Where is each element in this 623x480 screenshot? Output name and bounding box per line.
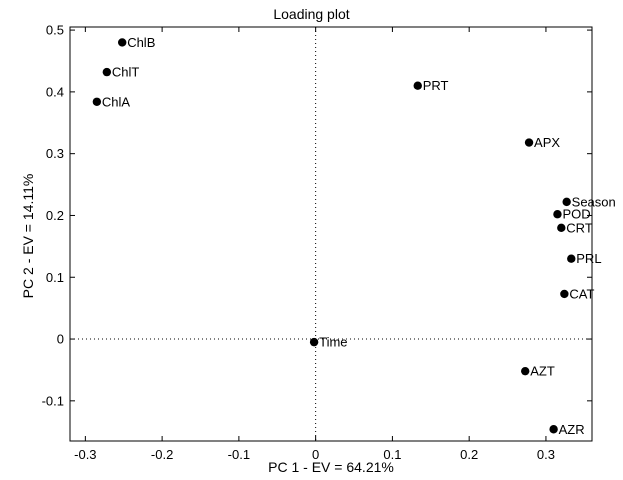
- x-tick-label: 0: [312, 447, 319, 462]
- x-tick-label: 0.3: [537, 447, 555, 462]
- data-point: [553, 210, 562, 219]
- y-tick-label: 0.4: [46, 84, 64, 99]
- data-point: [557, 223, 566, 233]
- data-point: [560, 289, 569, 299]
- data-point: [118, 38, 127, 47]
- data-point: [521, 366, 530, 376]
- data-point: [562, 197, 571, 207]
- x-tick-label: 0.2: [460, 447, 478, 462]
- y-tick-label: 0: [57, 332, 64, 347]
- point-label: AZT: [530, 364, 555, 379]
- point-label: ChlB: [127, 35, 155, 50]
- point-label: PRT: [423, 78, 449, 93]
- data-point: [524, 138, 534, 147]
- y-tick-label: 0.5: [46, 23, 64, 38]
- x-tick-label: -0.1: [228, 447, 250, 462]
- point-label: APX: [534, 135, 560, 150]
- point-label: PRL: [576, 251, 601, 266]
- y-tick-label: 0.3: [46, 146, 64, 161]
- axes-frame: [69, 26, 593, 442]
- x-tick-label: -0.2: [151, 447, 173, 462]
- point-label: ChlA: [102, 94, 131, 109]
- point-label: Season: [572, 194, 616, 209]
- data-point: [549, 425, 558, 434]
- point-label: AZR: [559, 422, 585, 437]
- chart-title: Loading plot: [273, 6, 350, 22]
- y-axis-label: PC 2 - EV = 14.11%: [20, 173, 36, 299]
- data-point: [102, 67, 112, 77]
- data-point: [567, 254, 576, 263]
- point-label: Time: [319, 335, 347, 350]
- y-tick-label: -0.1: [42, 393, 64, 408]
- x-tick-label: -0.3: [74, 447, 96, 462]
- data-point: [413, 81, 422, 90]
- point-label: CAT: [569, 286, 594, 301]
- x-tick-label: 0.1: [383, 447, 401, 462]
- point-label: POD: [562, 207, 590, 222]
- data-point: [92, 97, 102, 106]
- point-label: CRT: [566, 220, 593, 235]
- x-axis-label: PC 1 - EV = 64.21%: [268, 459, 394, 475]
- y-tick-label: 0.1: [46, 270, 64, 285]
- data-point: [309, 337, 319, 347]
- y-tick-label: 0.2: [46, 208, 64, 223]
- point-label: ChlT: [112, 65, 140, 80]
